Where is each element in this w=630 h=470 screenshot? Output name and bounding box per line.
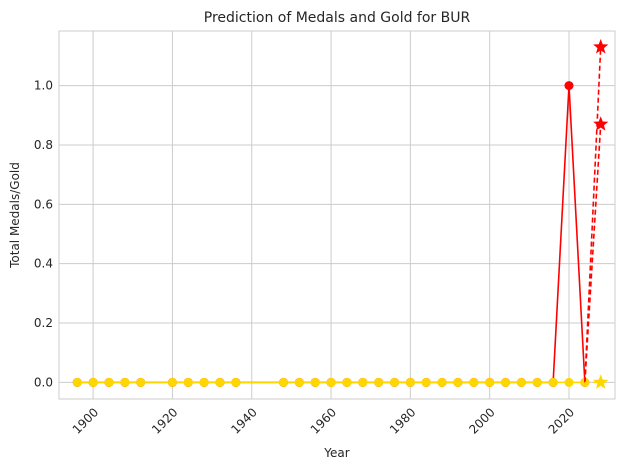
data-point (120, 377, 130, 387)
data-point (342, 377, 352, 387)
series-line (584, 124, 602, 383)
data-point (501, 377, 511, 387)
prediction-point (593, 374, 609, 389)
chart-title: Prediction of Medals and Gold for BUR (204, 10, 471, 26)
data-point (564, 377, 574, 387)
series-4 (584, 374, 609, 389)
data-point (88, 377, 98, 387)
y-tick-label: 0.8 (34, 138, 53, 152)
data-point (469, 377, 479, 387)
data-point (390, 377, 400, 387)
data-point (374, 377, 384, 387)
data-point (183, 377, 193, 387)
data-point (358, 377, 368, 387)
data-point (294, 377, 304, 387)
data-point (453, 377, 463, 387)
data-point (215, 377, 225, 387)
series-layer (72, 39, 609, 389)
prediction-point (593, 116, 609, 131)
y-tick-label: 0.6 (34, 197, 53, 211)
data-point (548, 377, 558, 387)
data-point (104, 377, 114, 387)
data-point (167, 377, 177, 387)
y-axis-label: Total Medals/Gold (8, 162, 22, 269)
y-tick-labels: 0.0 0.2 0.4 0.6 0.8 1.0 (34, 79, 53, 390)
y-tick-label: 1.0 (34, 79, 53, 93)
x-axis-label: Year (323, 446, 349, 460)
data-point (516, 377, 526, 387)
series-3 (584, 116, 609, 383)
series-1 (72, 377, 590, 387)
data-point (532, 377, 542, 387)
data-point (326, 377, 336, 387)
y-tick-label: 0.2 (34, 316, 53, 330)
data-point (421, 377, 431, 387)
series-2 (584, 39, 609, 383)
data-point (310, 377, 320, 387)
data-point (136, 377, 146, 387)
y-tick-label: 0.4 (34, 257, 53, 271)
y-tick-label: 0.0 (34, 375, 53, 389)
plot-area (58, 30, 616, 400)
data-point (199, 377, 209, 387)
data-point (72, 377, 82, 387)
plot-frame (58, 30, 616, 400)
data-point (405, 377, 415, 387)
data-point (231, 377, 241, 387)
data-point (564, 81, 574, 91)
data-point (485, 377, 495, 387)
data-point (437, 377, 447, 387)
prediction-point (593, 39, 609, 54)
data-point (278, 377, 288, 387)
